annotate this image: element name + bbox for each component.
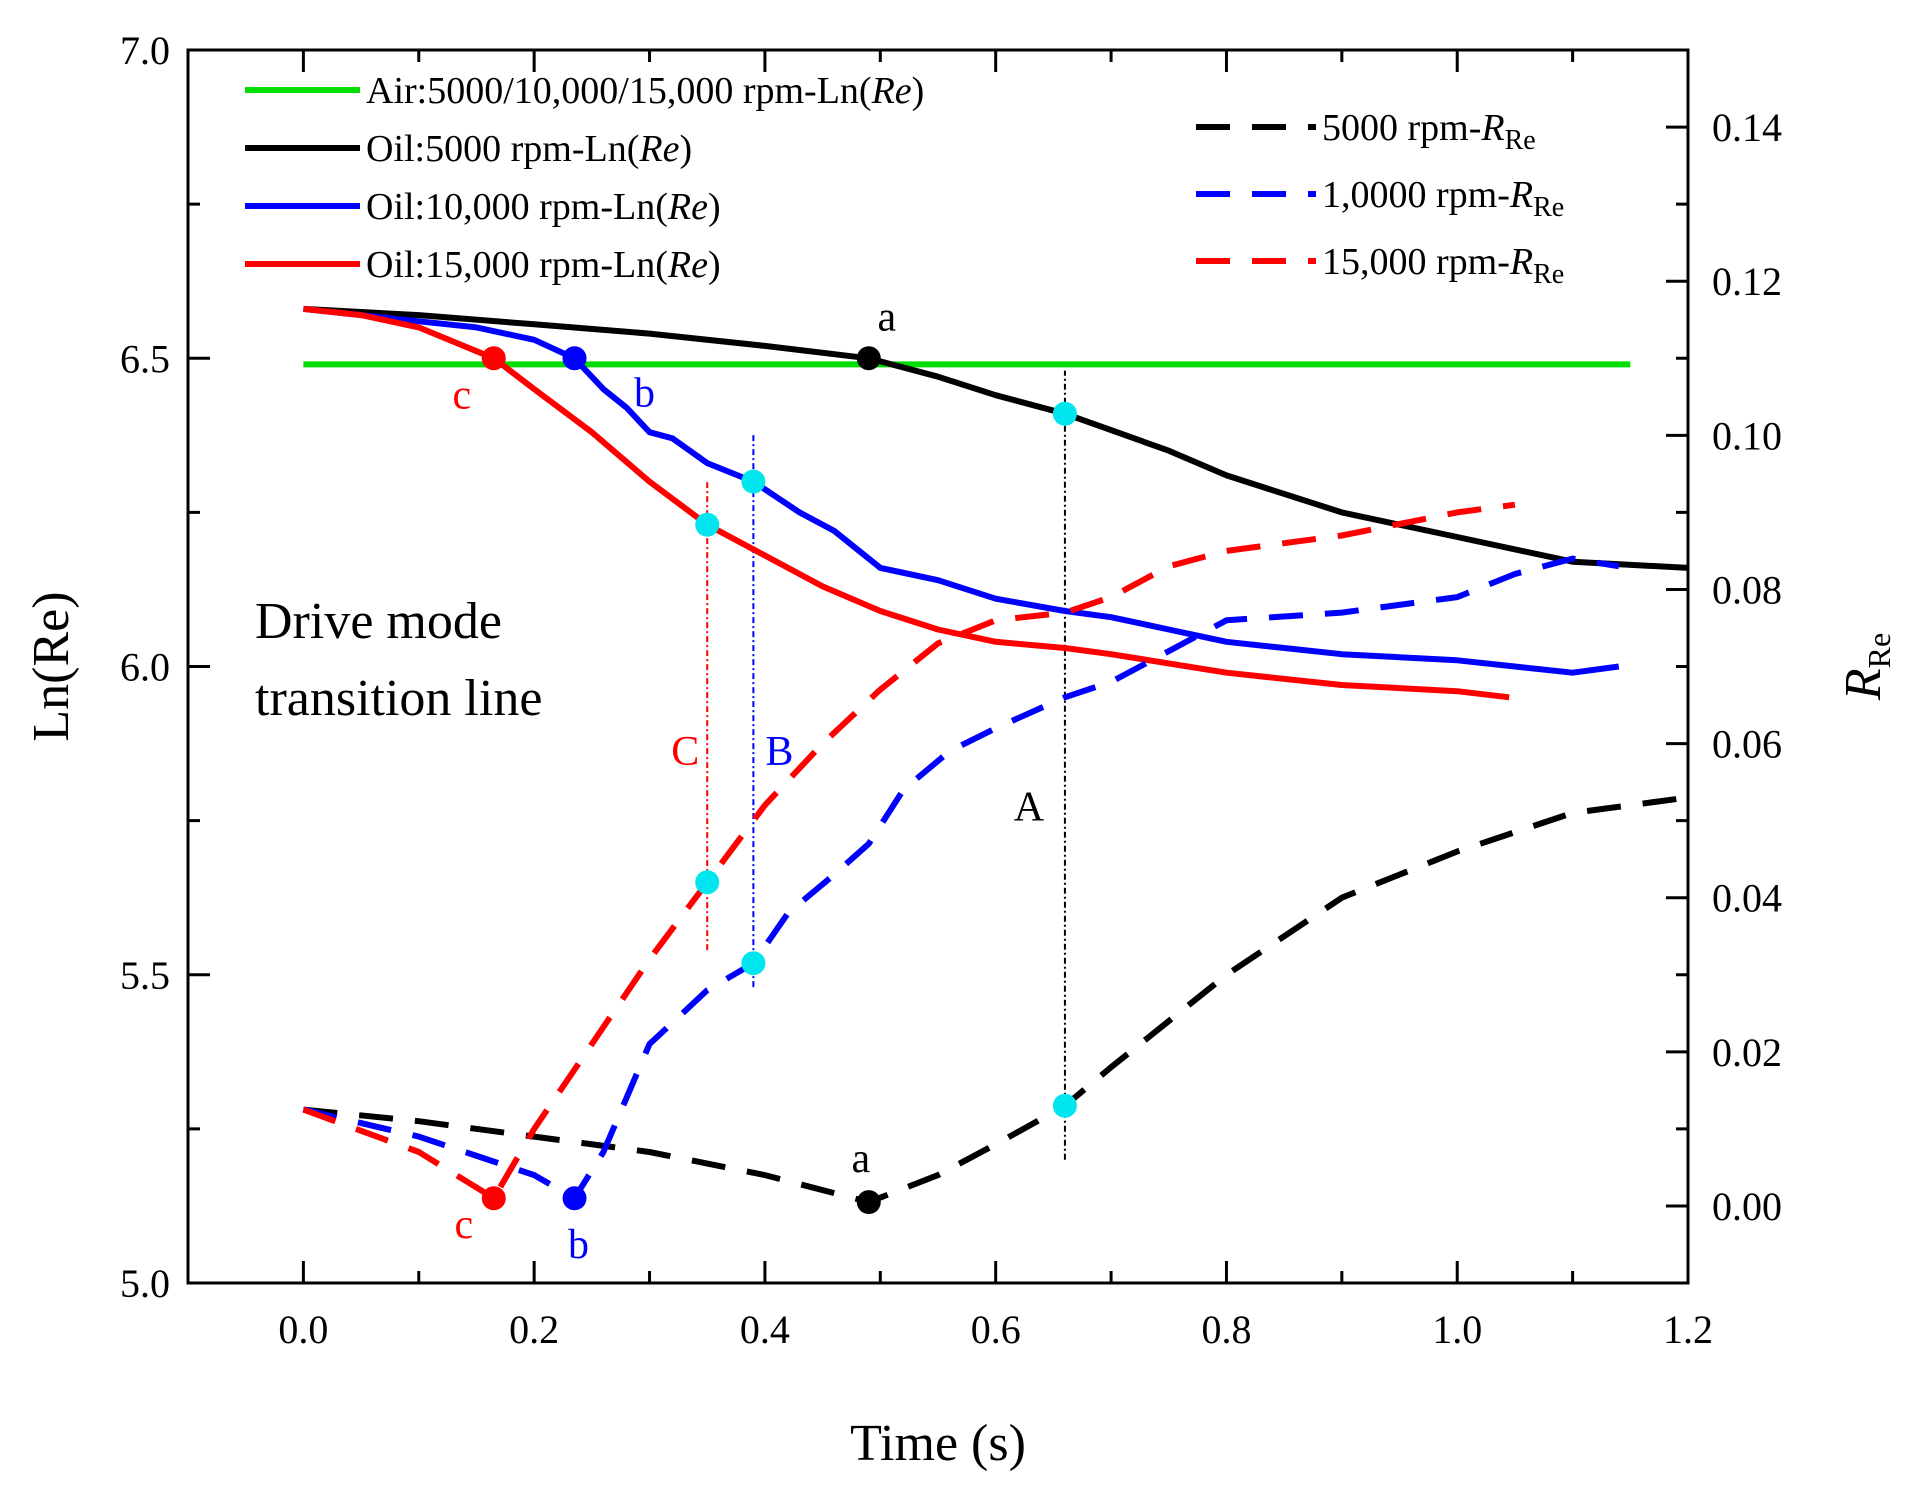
y-tick-label: 6.5 (120, 336, 170, 381)
series-line (302, 501, 1516, 1202)
y2-axis-title-main: R (1835, 668, 1892, 701)
y2-tick-label: 0.04 (1712, 876, 1782, 921)
data-marker (856, 346, 881, 371)
x-tick-label: 0.6 (971, 1307, 1021, 1352)
x-tick-label: 0.4 (740, 1307, 790, 1352)
legend-label-text: 5000 rpm- (1322, 107, 1481, 149)
legend-label-tail: ) (708, 186, 721, 228)
plot-frame (186, 48, 1690, 1285)
y2-tick-label: 0.08 (1712, 567, 1782, 612)
y2-tick-label: 0.06 (1712, 722, 1782, 767)
legend-label-text: Oil:15,000 rpm-Ln( (366, 244, 668, 286)
x-tick-label: 0.8 (1201, 1307, 1251, 1352)
y-tick-label: 5.5 (120, 953, 170, 998)
transition-line-label: C (671, 729, 699, 775)
legend-label-italic: Re (638, 128, 679, 170)
data-marker (1052, 401, 1077, 426)
marker-label: b (568, 1222, 589, 1268)
marker-label: a (851, 1136, 870, 1182)
x-tick-label: 1.2 (1663, 1307, 1713, 1352)
y2-tick-label: 0.10 (1712, 413, 1782, 458)
data-marker (481, 346, 506, 371)
y2-axis-title-sub: Re (1861, 633, 1897, 669)
data-marker (856, 1190, 881, 1215)
data-marker (562, 346, 587, 371)
marker-label: c (454, 1202, 473, 1248)
data-marker (481, 1186, 506, 1211)
marker-label: a (877, 294, 896, 340)
legend-label-italic: Re (871, 70, 912, 112)
legend-label-italic: R (1480, 107, 1504, 149)
legend-label-sub: Re (1533, 259, 1564, 290)
y2-tick-label: 0.14 (1712, 105, 1782, 150)
x-axis-title: Time (s) (850, 1415, 1026, 1472)
marker-label: c (452, 372, 471, 418)
legend-label: Oil:5000 rpm-Ln(Re) (366, 128, 692, 170)
legend-label-text: 1,0000 rpm- (1322, 174, 1510, 216)
transition-line-label: B (765, 729, 793, 775)
legend-label: Oil:10,000 rpm-Ln(Re) (366, 186, 721, 228)
legend-label: 1,0000 rpm-RRe (1322, 174, 1564, 223)
y2-axis-title: RRe (1835, 633, 1897, 701)
legend-label: Air:5000/10,000/15,000 rpm-Ln(Re) (366, 70, 924, 112)
annotation-line: transition line (255, 670, 542, 727)
legend-label: 5000 rpm-RRe (1322, 107, 1536, 156)
x-tick-label: 0.0 (278, 1307, 328, 1352)
y-axis-title: Ln(Re) (23, 591, 80, 741)
data-marker (741, 469, 766, 494)
legend-label-sub: Re (1505, 125, 1536, 156)
y2-tick-label: 0.12 (1712, 259, 1782, 304)
y2-tick-label: 0.02 (1712, 1030, 1782, 1075)
legend-label-tail: ) (679, 128, 692, 170)
legend-label-text: Oil:10,000 rpm-Ln( (366, 186, 668, 228)
legend-label-italic: R (1509, 174, 1533, 216)
y2-tick-label: 0.00 (1712, 1184, 1782, 1229)
y-tick-label: 7.0 (120, 28, 170, 73)
x-tick-label: 1.0 (1432, 1307, 1482, 1352)
data-marker (1052, 1093, 1077, 1118)
legend-label-tail: ) (708, 244, 721, 286)
legend-label-tail: ) (912, 70, 925, 112)
data-marker (562, 1186, 587, 1211)
annotation-line: Drive mode (255, 593, 502, 650)
y-tick-label: 5.0 (120, 1261, 170, 1306)
y-tick-label: 6.0 (120, 645, 170, 690)
legend-label-italic: R (1509, 241, 1533, 283)
series-line (303, 305, 1689, 571)
legend-label: Oil:15,000 rpm-Ln(Re) (366, 244, 721, 286)
data-marker (695, 870, 720, 895)
series-line (303, 794, 1689, 1206)
legend-label-text: 15,000 rpm- (1322, 241, 1510, 283)
marker-label: b (634, 370, 655, 416)
transition-line-label: A (1014, 785, 1045, 831)
data-marker (741, 951, 766, 976)
legend-label-italic: Re (667, 244, 708, 286)
x-tick-label: 0.2 (509, 1307, 559, 1352)
series-line (302, 555, 1620, 1202)
legend-label-italic: Re (667, 186, 708, 228)
legend-label-sub: Re (1533, 192, 1564, 223)
legend-label: 15,000 rpm-RRe (1322, 241, 1564, 290)
data-marker (695, 512, 720, 537)
legend-label-text: Oil:5000 rpm-Ln( (366, 128, 639, 170)
legend-label-text: Air:5000/10,000/15,000 rpm-Ln( (366, 70, 872, 112)
